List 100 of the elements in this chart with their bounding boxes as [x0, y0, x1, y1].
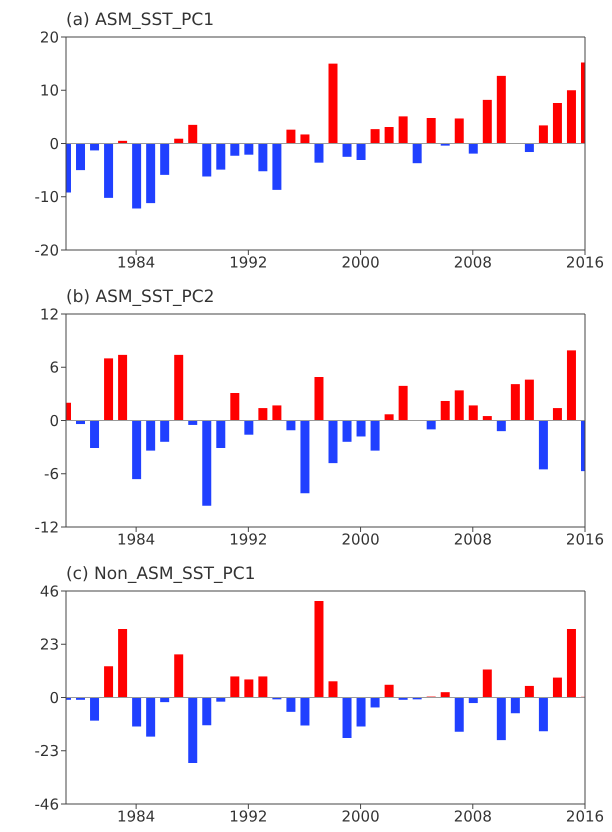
bar	[90, 144, 100, 150]
bar	[510, 698, 520, 714]
bar	[370, 129, 380, 144]
x-tick-label: 1992	[229, 808, 268, 826]
y-tick-label: -10	[34, 188, 59, 206]
bar	[188, 124, 198, 144]
y-tick-label: 20	[40, 28, 59, 46]
bar	[132, 420, 142, 480]
bar	[412, 144, 422, 164]
bar	[538, 420, 548, 470]
bar	[384, 126, 394, 144]
bar	[398, 116, 408, 144]
bar	[160, 144, 170, 175]
bar	[174, 354, 184, 420]
x-tick-label: 1984	[117, 808, 156, 826]
y-tick-label: -12	[34, 518, 59, 536]
bar	[524, 144, 534, 152]
x-tick-label: 2016	[566, 530, 604, 549]
bar	[286, 698, 296, 712]
bar	[482, 669, 492, 698]
bar	[342, 420, 352, 442]
x-tick-label: 2016	[566, 254, 604, 272]
bar	[216, 420, 226, 448]
bar	[468, 698, 478, 704]
bar	[468, 405, 478, 420]
bar	[244, 679, 254, 698]
x-tick-label: 2008	[454, 254, 492, 272]
bar	[258, 676, 268, 698]
x-tick-label: 1984	[117, 530, 156, 549]
bar	[552, 103, 562, 144]
bar	[454, 118, 464, 144]
bar	[202, 144, 212, 177]
bar	[356, 144, 366, 160]
bar	[440, 400, 450, 420]
bar	[370, 698, 380, 708]
bar	[454, 390, 464, 420]
bar	[188, 698, 198, 764]
bar	[216, 144, 226, 170]
bar	[328, 64, 338, 144]
bar	[76, 144, 86, 170]
bar	[90, 420, 100, 448]
bar	[524, 686, 534, 698]
x-tick-label: 2000	[341, 530, 380, 549]
bar	[342, 144, 352, 157]
bar	[314, 377, 324, 420]
bar	[300, 134, 310, 144]
bar	[230, 676, 240, 698]
bar	[146, 144, 156, 204]
bar	[272, 405, 282, 420]
bar	[482, 100, 492, 144]
bar	[524, 380, 534, 420]
y-tick-label: -46	[34, 795, 59, 814]
bar	[370, 420, 380, 451]
bar	[440, 692, 450, 698]
y-tick-label: 10	[40, 82, 59, 100]
bar	[286, 130, 296, 144]
bar	[90, 698, 100, 721]
bar	[230, 144, 240, 156]
y-tick-label: 12	[40, 305, 59, 324]
bar	[384, 684, 394, 698]
x-tick-label: 1992	[229, 254, 268, 272]
x-tick-label: 2008	[454, 808, 492, 826]
bar	[300, 420, 310, 494]
x-tick-label: 1984	[117, 254, 156, 272]
y-tick-label: 0	[49, 688, 59, 707]
y-tick-label: -6	[44, 465, 59, 484]
bar	[118, 628, 128, 698]
bar	[356, 420, 366, 436]
bar	[104, 358, 114, 420]
bar	[398, 386, 408, 420]
bar	[272, 144, 282, 190]
x-tick-label: 1992	[229, 530, 268, 549]
bar	[202, 698, 212, 726]
bar	[468, 144, 478, 154]
bar	[202, 420, 212, 506]
bar	[104, 144, 114, 198]
chart-title: (b) ASM_SST_PC2	[66, 287, 214, 307]
bar	[314, 144, 324, 163]
bar	[314, 600, 324, 698]
bar	[356, 698, 366, 726]
bar	[552, 408, 562, 420]
bar	[132, 144, 142, 208]
bar	[510, 384, 520, 420]
bar	[566, 90, 576, 144]
bar	[244, 420, 254, 435]
bar	[230, 392, 240, 420]
x-tick-label: 2000	[341, 808, 380, 826]
bar	[258, 144, 268, 172]
bar	[454, 698, 464, 732]
bar	[496, 698, 506, 740]
bar	[258, 408, 268, 420]
y-tick-label: 6	[49, 358, 59, 377]
bar	[566, 350, 576, 420]
bar	[328, 420, 338, 464]
bar	[174, 138, 184, 144]
chart-title: (c) Non_ASM_SST_PC1	[66, 564, 256, 584]
y-tick-label: -20	[34, 241, 59, 260]
x-tick-label: 2000	[341, 254, 380, 272]
bar	[496, 420, 506, 432]
bar	[496, 76, 506, 144]
